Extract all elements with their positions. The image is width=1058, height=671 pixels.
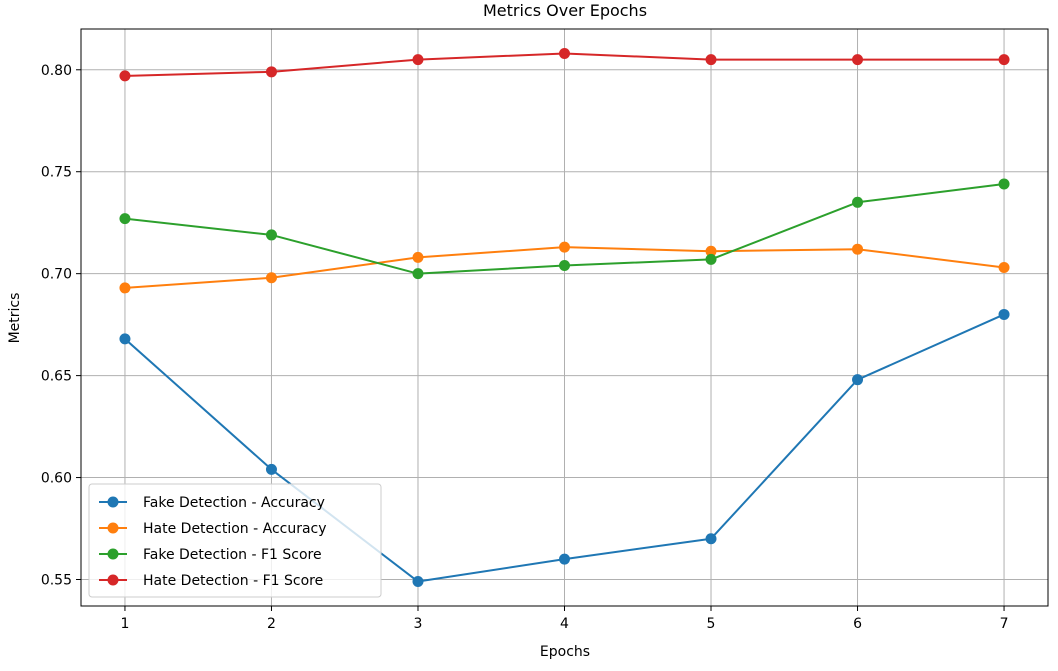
y-tick-label: 0.75 (41, 165, 72, 181)
x-tick-label: 5 (707, 616, 716, 632)
data-point (559, 553, 570, 565)
legend: Fake Detection - Accuracy Hate Detection … (88, 483, 382, 598)
data-point (559, 47, 570, 59)
y-tick-label: 0.55 (41, 572, 72, 588)
legend-marker (107, 496, 119, 508)
x-tick-label: 3 (414, 616, 423, 632)
data-point (998, 308, 1010, 320)
y-axis-label: Metrics (7, 293, 23, 344)
data-point (119, 282, 131, 294)
x-tick-label: 4 (560, 616, 569, 632)
data-point (412, 268, 424, 280)
legend-marker (107, 522, 119, 534)
data-point (412, 251, 424, 263)
x-tick-label: 2 (267, 616, 276, 632)
y-tick-label: 0.80 (41, 63, 72, 79)
x-tick-label: 7 (1000, 616, 1009, 632)
legend-label: Hate Detection - Accuracy (143, 521, 327, 537)
legend-marker (107, 574, 119, 586)
series-2 (119, 178, 1010, 280)
series-1 (119, 241, 1010, 294)
data-point (559, 260, 570, 272)
data-point (559, 241, 570, 253)
legend-label: Hate Detection - F1 Score (143, 573, 323, 589)
data-point (119, 213, 131, 225)
legend-box (88, 483, 382, 598)
data-point (412, 54, 424, 66)
data-point (265, 229, 277, 241)
y-tick-label: 0.60 (41, 471, 72, 487)
data-point (705, 54, 717, 66)
x-axis-label: Epochs (540, 644, 590, 660)
legend-label: Fake Detection - F1 Score (143, 547, 322, 563)
series-0 (119, 308, 1010, 588)
data-point (705, 533, 717, 545)
axis-ticks: 1 2 3 4 5 6 7 0.55 0.60 0.65 0.70 0.75 0.80 (41, 63, 1009, 632)
legend-label: Fake Detection - Accuracy (143, 495, 325, 511)
chart-title: Metrics Over Epochs (483, 1, 647, 20)
data-point (265, 272, 277, 284)
data-point (705, 245, 717, 257)
data-point (852, 374, 864, 386)
data-point (998, 262, 1010, 274)
data-point (852, 196, 864, 208)
data-point (119, 70, 131, 82)
series-3 (119, 47, 1010, 82)
data-point (998, 178, 1010, 190)
x-tick-label: 1 (120, 616, 129, 632)
series-layer (119, 47, 1010, 588)
data-point (852, 243, 864, 255)
data-point (852, 54, 864, 66)
legend-marker (107, 548, 119, 560)
y-tick-label: 0.70 (41, 267, 72, 283)
y-tick-label: 0.65 (41, 369, 72, 385)
data-point (119, 333, 131, 345)
data-point (998, 54, 1010, 66)
data-point (265, 463, 277, 475)
data-point (705, 253, 717, 265)
data-point (265, 66, 277, 78)
x-tick-label: 6 (853, 616, 862, 632)
data-point (412, 576, 424, 588)
